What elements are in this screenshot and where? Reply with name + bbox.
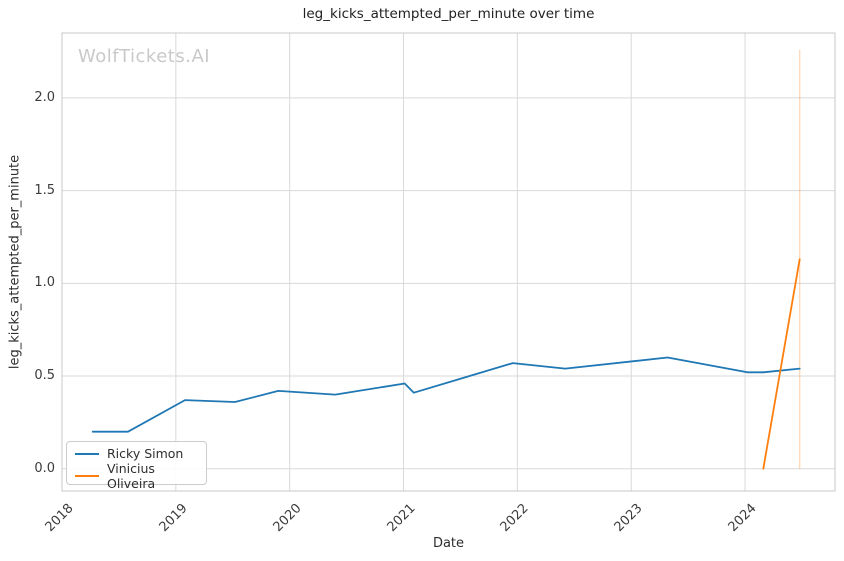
legend-label: Vinicius Oliveira [107,461,156,491]
series-line-ricky-simon [91,356,801,433]
y-tick-label: 1.5 [34,182,55,198]
series-line-vinicius-oliveira [762,258,801,470]
legend-label: Ricky Simon [107,446,184,461]
y-tick-label: 0.5 [34,368,55,384]
legend: Ricky Simon Vinicius Oliveira [66,441,207,491]
chart-title: leg_kicks_attempted_per_minute over time [302,6,595,22]
x-axis-label: Date [432,536,465,551]
y-tick-label: 2.0 [34,89,55,105]
y-tick-label: 0.0 [34,460,55,476]
legend-item-ricky-simon: Ricky Simon [75,446,198,461]
y-tick-label: 1.0 [34,275,55,291]
legend-item-vinicius-oliveira: Vinicius Oliveira [75,461,198,491]
watermark: WolfTickets.AI [78,46,211,67]
legend-line-icon [75,475,99,477]
legend-line-icon [75,452,99,455]
plot-border [61,32,836,492]
